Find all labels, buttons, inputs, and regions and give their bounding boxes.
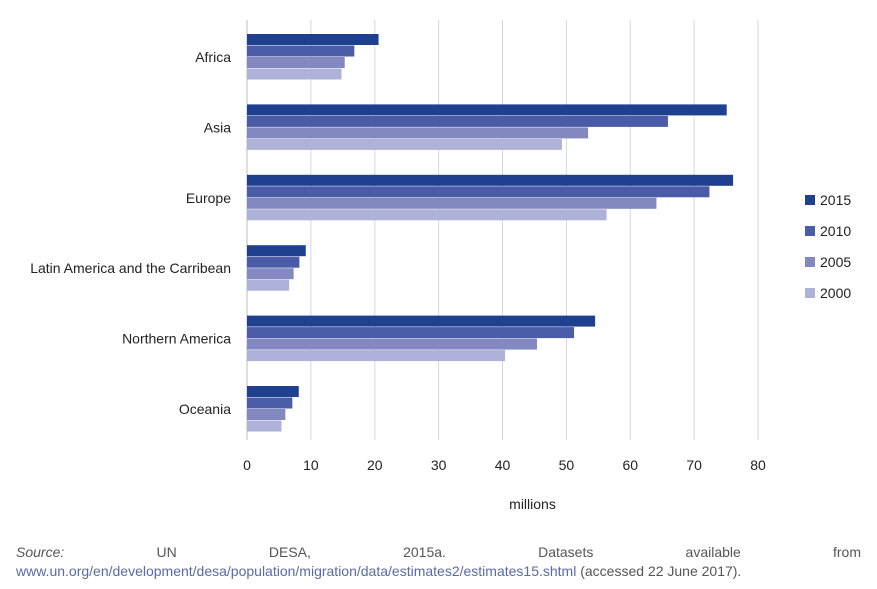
bar-europe-2005 — [247, 197, 657, 209]
legend: 2015 2010 2005 2000 — [805, 192, 851, 301]
x-tick-label: 60 — [622, 457, 638, 473]
legend-label-2005: 2005 — [820, 254, 851, 270]
x-tick-label: 30 — [431, 457, 447, 473]
bar-northern-america-2015 — [247, 315, 596, 327]
bar-asia-2005 — [247, 127, 589, 139]
bar-northern-america-2010 — [247, 327, 575, 339]
bar-northern-america-2005 — [247, 338, 537, 350]
source-suffix: (accessed 22 June 2017). — [580, 563, 742, 579]
bar-latin-america-and-the-carribean-2000 — [247, 279, 290, 291]
category-labels: Africa Asia Europe Latin America and the Ca… — [30, 49, 231, 417]
legend-swatch-2015 — [805, 195, 815, 205]
legend-swatch-2005 — [805, 257, 815, 267]
bar-europe-2015 — [247, 174, 734, 186]
bar-europe-2010 — [247, 186, 710, 198]
bar-oceania-2000 — [247, 420, 282, 432]
category-label: Oceania — [179, 401, 231, 417]
bar-oceania-2015 — [247, 386, 299, 397]
bars — [247, 34, 734, 432]
source-link[interactable]: www.un.org/en/development/desa/populatio… — [16, 563, 577, 579]
bar-northern-america-2000 — [247, 350, 506, 362]
x-tick-label: 0 — [243, 457, 251, 473]
x-tick-label: 70 — [686, 457, 702, 473]
source-note: Source: UN DESA, 2015a. Datasets availab… — [16, 543, 861, 581]
bar-latin-america-and-the-carribean-2005 — [247, 268, 294, 280]
bar-oceania-2005 — [247, 409, 286, 420]
category-label: Africa — [195, 49, 231, 65]
legend-swatch-2010 — [805, 226, 815, 236]
x-tick-label: 80 — [750, 457, 766, 473]
source-text: UN DESA, 2015a. Datasets available from — [156, 544, 862, 560]
bar-asia-2010 — [247, 115, 668, 127]
category-label: Latin America and the Carribean — [30, 260, 231, 276]
bar-africa-2015 — [247, 34, 379, 45]
bar-africa-2005 — [247, 57, 345, 68]
bar-latin-america-and-the-carribean-2015 — [247, 245, 306, 257]
bar-asia-2000 — [247, 138, 562, 150]
bar-latin-america-and-the-carribean-2010 — [247, 256, 300, 268]
legend-label-2010: 2010 — [820, 223, 851, 239]
category-label: Asia — [204, 119, 231, 135]
x-axis-label: millions — [509, 496, 556, 512]
x-tick-label: 40 — [495, 457, 511, 473]
x-tick-label: 20 — [367, 457, 383, 473]
bar-oceania-2010 — [247, 397, 293, 409]
x-tick-label: 10 — [303, 457, 319, 473]
legend-swatch-2000 — [805, 288, 815, 298]
legend-label-2000: 2000 — [820, 285, 851, 301]
bar-asia-2015 — [247, 104, 727, 116]
bar-chart: Africa Asia Europe Latin America and the Ca… — [30, 20, 851, 512]
bar-europe-2000 — [247, 209, 607, 221]
category-label: Europe — [186, 190, 231, 206]
bar-africa-2010 — [247, 45, 355, 57]
category-label: Northern America — [122, 331, 231, 347]
x-tick-labels: 0 10 20 30 40 50 60 70 80 — [243, 457, 766, 473]
source-prefix: Source: — [16, 544, 65, 560]
gridlines — [246, 20, 759, 440]
bar-africa-2000 — [247, 68, 342, 80]
legend-label-2015: 2015 — [820, 192, 851, 208]
x-tick-label: 50 — [559, 457, 575, 473]
